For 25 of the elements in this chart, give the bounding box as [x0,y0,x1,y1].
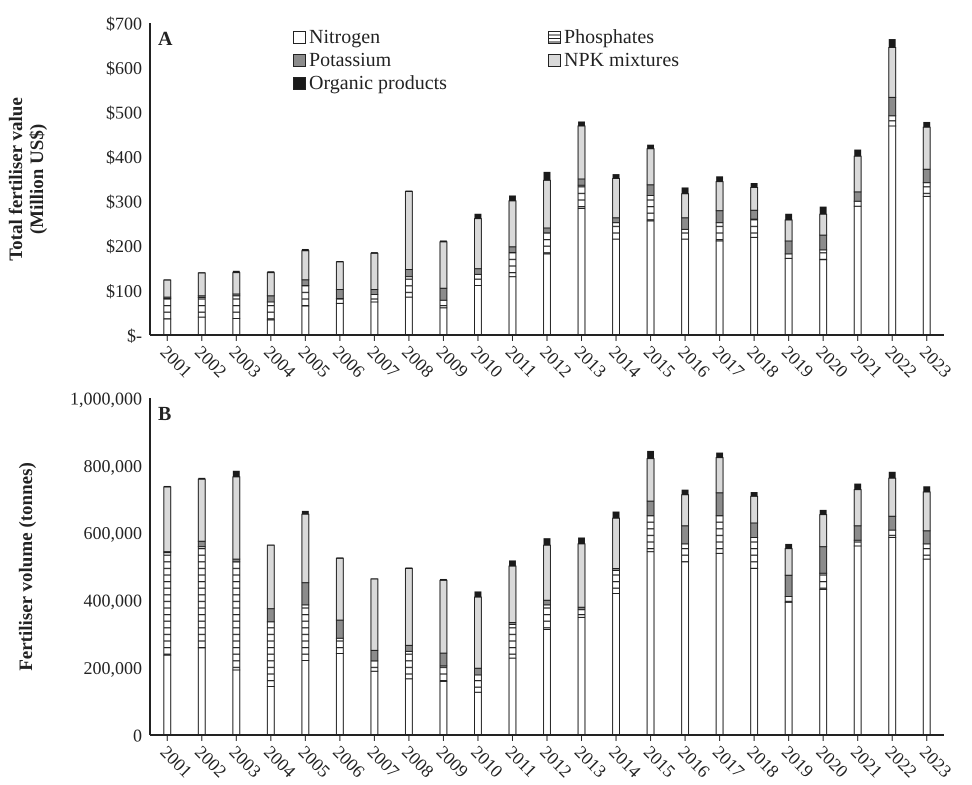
legend-label: NPK mixtures [564,49,679,72]
y-tick-label: $600 [106,58,142,78]
y-tick-label: 200,000 [84,658,142,678]
y-tick-label: $- [127,325,142,346]
legend-label: Phosphates [564,26,654,49]
legend-label: Potassium [309,49,392,72]
y-tick-label: $100 [106,280,142,301]
y-tick-label: 400,000 [84,590,142,611]
legend-label: Organic products [309,72,447,95]
y-tick-label: 600,000 [84,523,142,544]
y-tick-label: 0 [133,725,142,746]
y-tick-label: 1,000,000 [70,388,142,408]
x-tick-label: 2017 [708,342,748,382]
y-tick-label: $500 [106,102,142,123]
legend-label: Nitrogen [309,26,380,49]
y-tick-label: $200 [106,236,142,256]
y-tick-label: 800,000 [84,456,142,476]
x-tick-label: 2017 [708,742,748,782]
y-tick-label: $700 [106,13,142,34]
chart-title: B [158,403,172,426]
y-axis-title: Fertiliser volume (tonnes) [16,462,37,671]
chart-title: A [158,28,172,51]
y-axis-title: Total fertiliser value (Million US$) [6,97,48,261]
y-tick-label: $300 [106,192,142,212]
y-tick-label: $400 [106,147,142,168]
